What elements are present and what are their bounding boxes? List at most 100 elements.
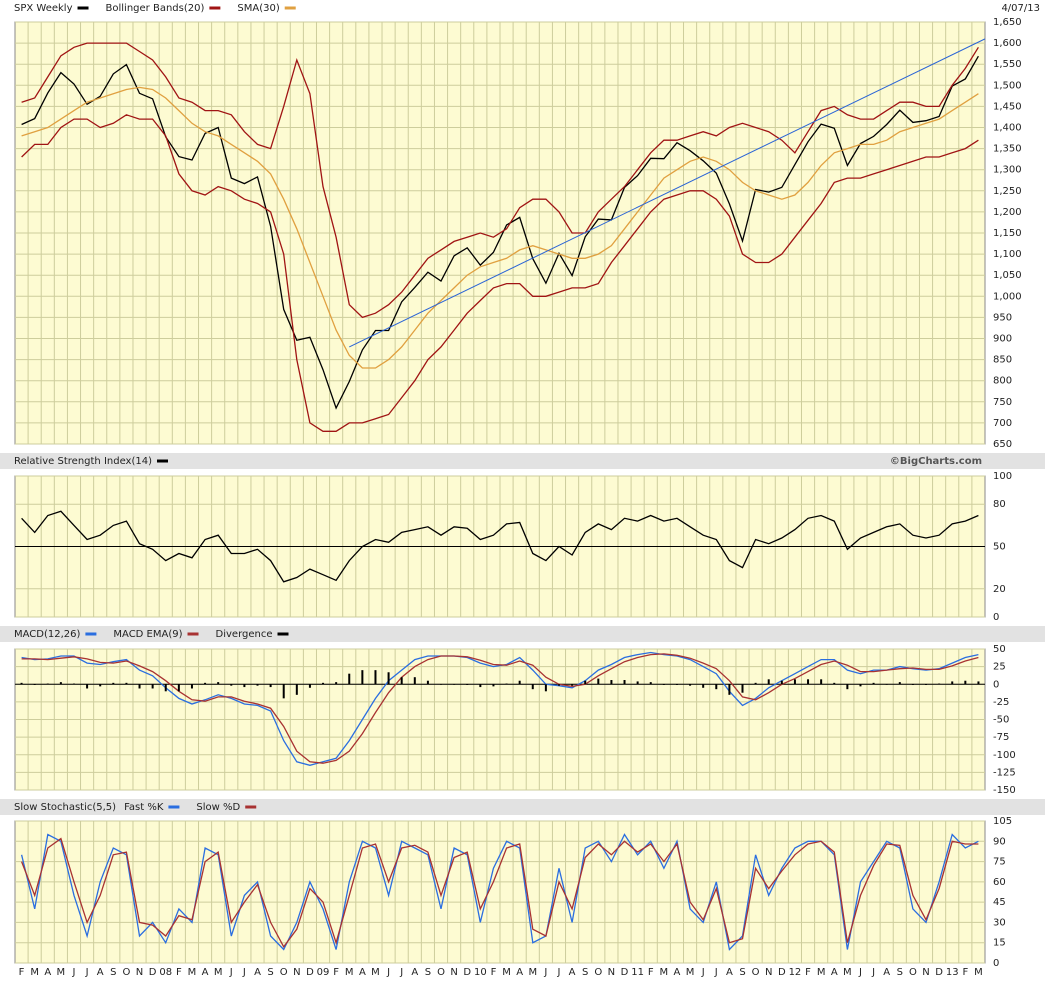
y-tick-label: 1,250 — [993, 186, 1022, 197]
divergence-bar — [217, 682, 220, 685]
divergence-bar — [636, 681, 639, 685]
y-tick-label: 1,000 — [993, 291, 1022, 302]
y-tick-label: 1,400 — [993, 123, 1022, 134]
divergence-bar — [400, 677, 403, 685]
divergence-bar — [99, 684, 102, 687]
y-tick-label: 90 — [993, 836, 1006, 847]
y-tick-label: 1,500 — [993, 80, 1022, 91]
x-tick-label: F — [176, 967, 182, 978]
series-line — [21, 55, 979, 410]
y-tick-label: 800 — [993, 376, 1012, 387]
x-tick-label: M — [974, 967, 983, 978]
divergence-bar — [440, 684, 443, 685]
date-label: 4/07/13 — [1001, 3, 1040, 14]
x-tick-label: S — [110, 967, 116, 978]
y-tick-label: 0 — [993, 679, 999, 690]
divergence-bar — [741, 684, 744, 693]
divergence-bar — [466, 684, 469, 685]
y-tick-label: 1,300 — [993, 165, 1022, 176]
x-tick-label: J — [229, 967, 233, 978]
divergence-bar — [230, 684, 233, 686]
legend-swatch — [85, 632, 97, 636]
y-tick-label: 1,050 — [993, 270, 1022, 281]
x-tick-label: D — [149, 967, 157, 978]
y-tick-label: 950 — [993, 312, 1012, 323]
x-tick-label: S — [897, 967, 903, 978]
x-tick-label: J — [399, 967, 403, 978]
divergence-bar — [728, 684, 731, 695]
divergence-bar — [649, 682, 652, 685]
series-line — [21, 86, 979, 369]
x-tick-label: F — [805, 967, 811, 978]
divergence-bar — [689, 684, 692, 686]
x-tick-label: A — [411, 967, 418, 978]
x-tick-label: A — [569, 967, 576, 978]
divergence-bar — [662, 684, 665, 685]
divergence-bar — [361, 670, 364, 685]
panel-title: Slow Stochastic(5,5) — [14, 802, 116, 813]
x-tick-label: J — [242, 967, 246, 978]
divergence-bar — [177, 684, 180, 692]
divergence-bar — [846, 684, 849, 690]
legend-swatch — [157, 459, 168, 463]
x-tick-label: F — [19, 967, 25, 978]
y-tick-label: 105 — [993, 816, 1012, 827]
divergence-bar — [925, 684, 928, 685]
x-tick-label: F — [491, 967, 497, 978]
x-tick-label: A — [674, 967, 681, 978]
legend-swatch — [168, 805, 180, 809]
divergence-bar — [675, 684, 678, 685]
x-tick-label: S — [739, 967, 745, 978]
divergence-bar — [623, 680, 626, 685]
x-tick-label: A — [726, 967, 733, 978]
x-tick-label: N — [293, 967, 300, 978]
x-tick-label: A — [831, 967, 838, 978]
legend-swatch — [284, 6, 296, 10]
x-tick-label: N — [136, 967, 143, 978]
x-tick-label: D — [935, 967, 943, 978]
y-tick-label: 80 — [993, 499, 1006, 510]
legend-label: MACD(12,26) — [14, 629, 81, 640]
x-tick-label: 11 — [631, 967, 644, 978]
x-tick-label: 09 — [317, 967, 330, 978]
divergence-bar — [204, 682, 207, 685]
divergence-bar — [597, 678, 600, 685]
divergence-bar — [780, 680, 783, 685]
x-tick-label: O — [594, 967, 602, 978]
divergence-bar — [282, 684, 285, 699]
x-tick-label: M — [502, 967, 511, 978]
x-tick-label: N — [765, 967, 772, 978]
trend-line — [349, 38, 986, 348]
legend-swatch — [209, 6, 221, 10]
y-tick-label: 50 — [993, 542, 1006, 553]
divergence-bar — [374, 670, 377, 685]
x-tick-label: M — [528, 967, 537, 978]
divergence-bar — [715, 684, 718, 690]
source-label: ©BigCharts.com — [890, 456, 982, 467]
y-tick-label: 1,650 — [993, 17, 1022, 28]
divergence-bar — [911, 684, 914, 685]
x-tick-label: J — [72, 967, 76, 978]
divergence-bar — [413, 677, 416, 685]
x-tick-label: O — [752, 967, 760, 978]
divergence-bar — [820, 679, 823, 685]
y-tick-label: 25 — [993, 662, 1006, 673]
y-tick-label: -75 — [993, 732, 1009, 743]
legend-label: SPX Weekly — [14, 3, 73, 14]
legend-label: SMA(30) — [237, 3, 279, 14]
x-tick-label: A — [44, 967, 51, 978]
divergence-bar — [387, 672, 390, 685]
x-tick-label: J — [386, 967, 390, 978]
divergence-bar — [898, 682, 901, 685]
divergence-bar — [20, 682, 23, 685]
divergence-bar — [584, 680, 587, 685]
divergence-bar — [964, 680, 967, 685]
legend-label: Slow %D — [196, 802, 240, 813]
y-tick-label: 15 — [993, 938, 1006, 949]
x-tick-label: M — [843, 967, 852, 978]
x-tick-label: S — [425, 967, 431, 978]
y-tick-label: 0 — [993, 612, 999, 623]
divergence-bar — [571, 684, 574, 686]
y-tick-label: 650 — [993, 439, 1012, 450]
y-tick-label: 60 — [993, 877, 1006, 888]
